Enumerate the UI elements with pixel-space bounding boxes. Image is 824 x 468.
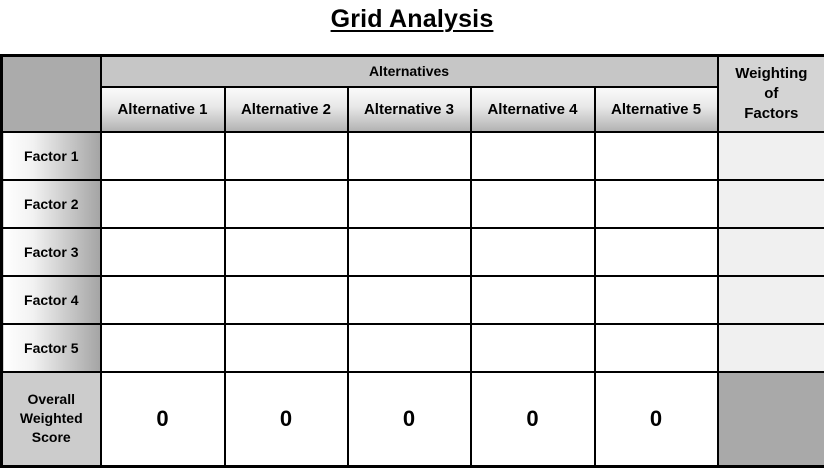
factor-5-label: Factor 5 xyxy=(0,322,102,373)
factor-1-row: Factor 1 xyxy=(0,130,824,181)
overall-score-alternative-4: 0 xyxy=(469,370,596,468)
grid-cell xyxy=(346,226,472,277)
grid-cell xyxy=(469,226,596,277)
alternative-3-header: Alternative 3 xyxy=(346,85,472,133)
weighting-cell xyxy=(716,130,824,181)
alternative-1-header: Alternative 1 xyxy=(99,85,226,133)
overall-weighted-score-label: Overall Weighted Score xyxy=(0,370,102,468)
alternative-4-header: Alternative 4 xyxy=(469,85,596,133)
grid-cell xyxy=(99,130,226,181)
grid-cell xyxy=(593,130,719,181)
alternative-headers-row: Alternative 1 Alternative 2 Alternative … xyxy=(2,85,824,133)
grid-cell xyxy=(99,274,226,325)
grid-analysis-table: Alternatives Weighting of Factors Altern… xyxy=(0,54,824,468)
grid-cell xyxy=(99,322,226,373)
overall-score-alternative-5: 0 xyxy=(593,370,719,468)
overall-weighted-score-row: Overall Weighted Score 0 0 0 0 0 xyxy=(0,370,824,468)
grid-cell xyxy=(593,226,719,277)
corner-cell xyxy=(0,54,102,133)
factor-3-row: Factor 3 xyxy=(0,226,824,277)
overall-score-alternative-3: 0 xyxy=(346,370,472,468)
grid-cell xyxy=(593,178,719,229)
grid-cell xyxy=(469,274,596,325)
grid-cell xyxy=(223,274,349,325)
factor-4-row: Factor 4 xyxy=(0,274,824,325)
grid-cell xyxy=(346,322,472,373)
weighting-cell xyxy=(716,178,824,229)
weighting-cell xyxy=(716,322,824,373)
grid-cell xyxy=(223,226,349,277)
grid-cell xyxy=(469,178,596,229)
grid-cell xyxy=(346,178,472,229)
grid-cell xyxy=(223,322,349,373)
grid-cell xyxy=(346,274,472,325)
grid-cell xyxy=(223,178,349,229)
weighting-of-factors-header: Weighting of Factors xyxy=(716,54,824,133)
alternative-5-header: Alternative 5 xyxy=(593,85,719,133)
factor-1-label: Factor 1 xyxy=(0,130,102,181)
grid-cell xyxy=(469,130,596,181)
grid-cell xyxy=(99,178,226,229)
grid-cell xyxy=(99,226,226,277)
factor-3-label: Factor 3 xyxy=(0,226,102,277)
grid-cell xyxy=(593,274,719,325)
overall-score-alternative-1: 0 xyxy=(99,370,226,468)
bottom-right-cell xyxy=(716,370,824,468)
page-title: Grid Analysis xyxy=(330,5,494,33)
factor-4-label: Factor 4 xyxy=(0,274,102,325)
alternative-2-header: Alternative 2 xyxy=(223,85,349,133)
grid-cell xyxy=(469,322,596,373)
grid-cell xyxy=(593,322,719,373)
weighting-cell xyxy=(716,274,824,325)
factor-5-row: Factor 5 xyxy=(0,322,824,373)
overall-score-alternative-2: 0 xyxy=(223,370,349,468)
header-band-row: Alternatives Weighting of Factors xyxy=(0,54,824,133)
alternatives-header: Alternatives xyxy=(99,54,719,88)
factor-2-row: Factor 2 xyxy=(0,178,824,229)
grid-cell xyxy=(223,130,349,181)
weighting-cell xyxy=(716,226,824,277)
factor-2-label: Factor 2 xyxy=(0,178,102,229)
grid-cell xyxy=(346,130,472,181)
